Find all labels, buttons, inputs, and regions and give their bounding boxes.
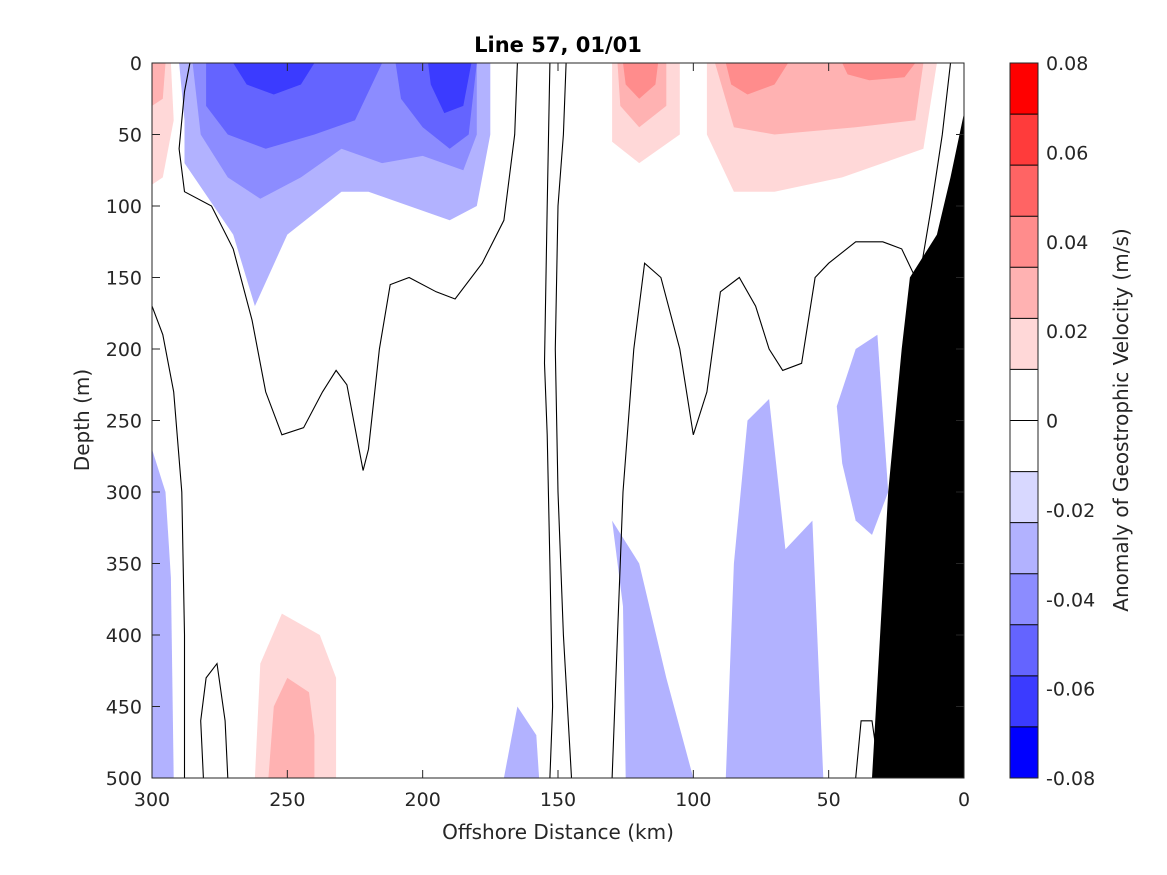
x-tick-label-1: 250 xyxy=(269,789,305,811)
contour-region-25 xyxy=(503,706,540,778)
colorbar-segment-11 xyxy=(1010,624,1038,677)
colorbar-tick-label-3: 0.02 xyxy=(1046,321,1088,343)
colorbar-frame xyxy=(1009,62,1039,779)
contour-regions xyxy=(152,63,964,778)
contour-region-24 xyxy=(836,334,889,535)
colorbar-tick-label-2: 0.04 xyxy=(1046,232,1088,254)
colorbar-segment-2 xyxy=(1010,165,1038,217)
colorbar-segment-9 xyxy=(1010,522,1038,575)
contour-region-21 xyxy=(152,449,174,778)
x-tick-label-6: 0 xyxy=(958,789,970,811)
colorbar-segment-10 xyxy=(1010,573,1038,626)
colorbar-segment-0 xyxy=(1010,63,1038,115)
contour-region-10 xyxy=(725,63,789,95)
y-tick-label-0: 0 xyxy=(130,53,142,75)
chart-title: Line 57, 01/01 xyxy=(474,33,642,57)
colorbar: 0.08 0.06 0.04 0.02 0 -0.02 -0.04 -0.06 -0.08 xyxy=(1009,53,1095,790)
zero-contour-2 xyxy=(200,662,229,778)
y-tick-label-6: 300 xyxy=(106,482,142,504)
zero-contour-3 xyxy=(543,63,554,778)
y-tick-label-10: 500 xyxy=(106,768,142,790)
colorbar-tick-label-7: -0.06 xyxy=(1046,679,1095,701)
y-tick-label-5: 250 xyxy=(106,411,142,433)
bathymetry-shelf xyxy=(872,113,964,778)
contour-region-3 xyxy=(498,63,526,128)
contour-region-14 xyxy=(268,677,315,778)
y-tick-label-2: 100 xyxy=(106,196,142,218)
colorbar-tick-label-1: 0.06 xyxy=(1046,142,1088,164)
colorbar-tick-label-6: -0.04 xyxy=(1046,589,1095,611)
y-axis: 0 50 100 150 200 250 300 350 400 450 500 xyxy=(106,53,964,790)
contour-region-19 xyxy=(233,63,315,95)
colorbar-label: Anomaly of Geostrophic Velocity (m/s) xyxy=(1109,228,1133,611)
y-tick-label-1: 50 xyxy=(118,125,142,147)
colorbar-segment-12 xyxy=(1010,675,1038,728)
contour-region-2 xyxy=(152,63,166,106)
x-tick-label-4: 100 xyxy=(675,789,711,811)
contour-region-11 xyxy=(842,63,916,81)
contour-region-23 xyxy=(725,399,824,778)
x-axis-label: Offshore Distance (km) xyxy=(442,820,674,844)
colorbar-segment-8 xyxy=(1010,471,1038,524)
zero-contour-1 xyxy=(152,305,186,778)
y-tick-label-3: 150 xyxy=(106,268,142,290)
colorbar-segment-13 xyxy=(1010,726,1038,779)
y-tick-label-9: 450 xyxy=(106,697,142,719)
y-tick-label-4: 200 xyxy=(106,339,142,361)
colorbar-tick-label-8: -0.08 xyxy=(1046,768,1095,790)
x-axis: 300 250 200 150 100 50 0 xyxy=(134,63,970,811)
colorbar-segment-4 xyxy=(1010,267,1038,319)
colorbar-tick-label-0: 0.08 xyxy=(1046,53,1088,75)
colorbar-segment-1 xyxy=(1010,114,1038,166)
x-tick-label-5: 50 xyxy=(817,789,841,811)
y-axis-label: Depth (m) xyxy=(70,369,94,471)
x-tick-label-3: 150 xyxy=(540,789,576,811)
colorbar-tick-label-5: -0.02 xyxy=(1046,500,1095,522)
zero-contour-0 xyxy=(178,63,518,471)
colorbar-segment-6 xyxy=(1010,369,1038,421)
zero-contour-4 xyxy=(554,63,573,778)
y-tick-label-7: 350 xyxy=(106,554,142,576)
colorbar-segment-5 xyxy=(1010,318,1038,370)
colorbar-tick-label-4: 0 xyxy=(1046,411,1058,433)
x-tick-label-0: 300 xyxy=(134,789,170,811)
contour-region-9 xyxy=(623,63,659,99)
contour-region-22 xyxy=(612,520,694,778)
bathymetry-layer xyxy=(872,113,964,778)
contour-region-20 xyxy=(428,63,472,114)
x-tick-label-2: 200 xyxy=(405,789,441,811)
colorbar-segment-3 xyxy=(1010,216,1038,268)
colorbar-segment-7 xyxy=(1010,420,1038,472)
y-tick-label-8: 400 xyxy=(106,625,142,647)
